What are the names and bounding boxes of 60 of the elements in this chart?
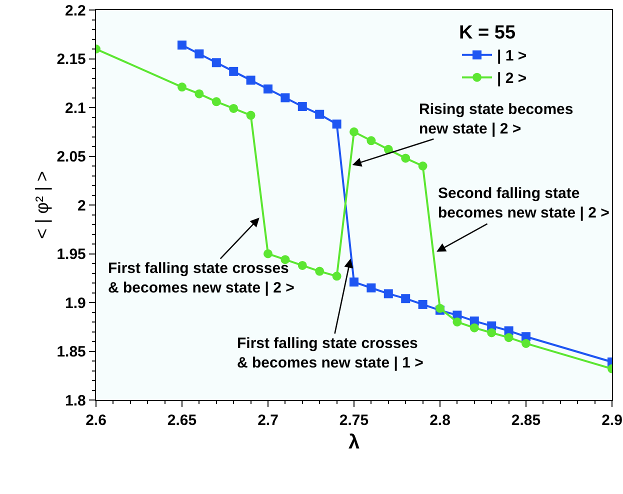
point: [264, 249, 272, 258]
point: [452, 318, 462, 326]
point: [229, 104, 238, 113]
y-tick-label: 1.85: [56, 344, 86, 360]
y-tick-label: 2: [78, 197, 86, 214]
point: [470, 323, 479, 332]
point: [246, 110, 256, 120]
point: [401, 294, 410, 304]
point: [418, 300, 428, 309]
point: [212, 58, 221, 68]
annotation: First falling state crosses & becomes new state | 2 >: [108, 260, 295, 296]
point: [504, 333, 514, 342]
point: [194, 89, 204, 98]
y-axis-title: < | φ² | >: [32, 170, 52, 240]
point: [280, 93, 290, 102]
point: [418, 162, 428, 170]
y-tick-label: 2.05: [56, 148, 86, 166]
legend-label: | 1 >: [497, 48, 527, 65]
legend-title: K = 55: [459, 22, 516, 44]
x-tick-label: 2.75: [339, 412, 369, 430]
point: [350, 278, 358, 287]
point: [194, 49, 204, 58]
legend-label: | 2 >: [497, 70, 527, 88]
annotation: Second falling state becomes new state | 2 >: [438, 185, 610, 222]
x-tick-label: 2.9: [602, 412, 622, 430]
annotation: Rising state becomes new state | 2 >: [419, 101, 574, 138]
point: [178, 82, 186, 92]
y-tick-label: 2.15: [56, 51, 86, 68]
point: [384, 144, 393, 154]
y-tick-label: 1.95: [56, 246, 86, 263]
point: [298, 260, 307, 270]
y-tick-label: 1.8: [65, 392, 86, 410]
point: [178, 40, 186, 50]
x-tick-label: 2.6: [86, 412, 106, 430]
point: [298, 102, 307, 112]
y-tick-label: 1.9: [65, 294, 86, 312]
annotation: First falling state crosses & becomes new state | 1 >: [237, 335, 424, 372]
y-tick-label: 2.1: [65, 100, 86, 117]
point: [332, 120, 342, 129]
point: [401, 154, 410, 163]
x-tick-label: 2.85: [511, 412, 541, 430]
point: [332, 272, 342, 281]
y-tick-label: 2.2: [65, 2, 86, 20]
point: [315, 266, 324, 276]
x-tick-label: 2.8: [430, 412, 450, 430]
x-tick-label: 2.7: [258, 412, 278, 430]
point: [246, 76, 256, 85]
point: [366, 283, 376, 292]
point: [522, 338, 530, 348]
point: [315, 110, 324, 119]
point: [366, 136, 376, 146]
point: [264, 84, 272, 94]
point: [350, 127, 358, 136]
x-tick-label: 2.65: [167, 412, 197, 430]
point: [280, 255, 290, 264]
point: [487, 328, 496, 338]
point: [384, 289, 393, 298]
point: [229, 66, 238, 76]
point: [212, 97, 221, 106]
x-axis-title: λ: [348, 432, 360, 454]
